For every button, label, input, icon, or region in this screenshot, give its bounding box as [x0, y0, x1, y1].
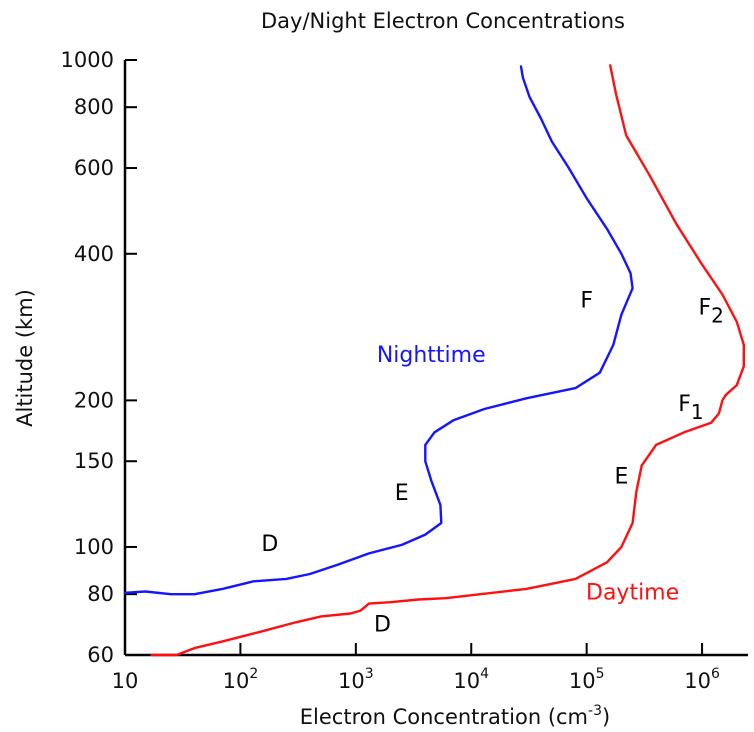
annotation-label: F [580, 289, 593, 314]
x-tick-label: 105 [569, 666, 605, 693]
series-lines [123, 64, 745, 657]
x-tick-label: 104 [453, 666, 489, 693]
chart-title: Day/Night Electron Concentrations [261, 9, 625, 33]
series-line-daytime [150, 64, 745, 657]
y-tick-label: 200 [74, 388, 114, 412]
y-axis-ticks: 60 80 100 150 200 400 600 800 1000 [61, 48, 137, 667]
series-line-nighttime [123, 65, 634, 596]
y-tick-label: 400 [74, 242, 114, 266]
x-axis-label: Electron Concentration (cm-3) [300, 703, 610, 729]
annotation-label: F2 [699, 296, 724, 328]
x-axis-label-exponent: -3 [588, 703, 602, 719]
y-axis-label: Altitude (km) [13, 289, 37, 427]
y-tick-label: 100 [74, 535, 114, 559]
x-tick-label: 10 [112, 669, 139, 693]
y-tick-label: 60 [87, 643, 114, 667]
annotation-label: E [395, 481, 409, 506]
y-tick-label: 1000 [61, 48, 114, 72]
annotation-label: Nighttime [377, 343, 486, 368]
annotations: Nighttime Daytime F E D F2 F1 E D [261, 289, 724, 638]
y-tick-label: 80 [87, 582, 114, 606]
plot-area [123, 60, 748, 657]
y-tick-label: 150 [74, 449, 114, 473]
annotation-label: Daytime [586, 581, 679, 606]
annotation-label: F1 [678, 392, 703, 424]
x-tick-label: 103 [338, 666, 374, 693]
annotation-label: D [374, 613, 391, 638]
x-tick-label: 102 [223, 666, 259, 693]
x-axis-label-suffix: ) [602, 705, 610, 729]
x-axis-ticks: 10 102 103 104 105 106 [112, 643, 720, 693]
y-tick-label: 800 [74, 95, 114, 119]
annotation-label: D [261, 532, 278, 557]
x-axis-label-text: Electron Concentration (cm [300, 705, 588, 729]
annotation-label: E [614, 464, 628, 489]
x-tick-label: 106 [684, 666, 720, 693]
y-tick-label: 600 [74, 156, 114, 180]
